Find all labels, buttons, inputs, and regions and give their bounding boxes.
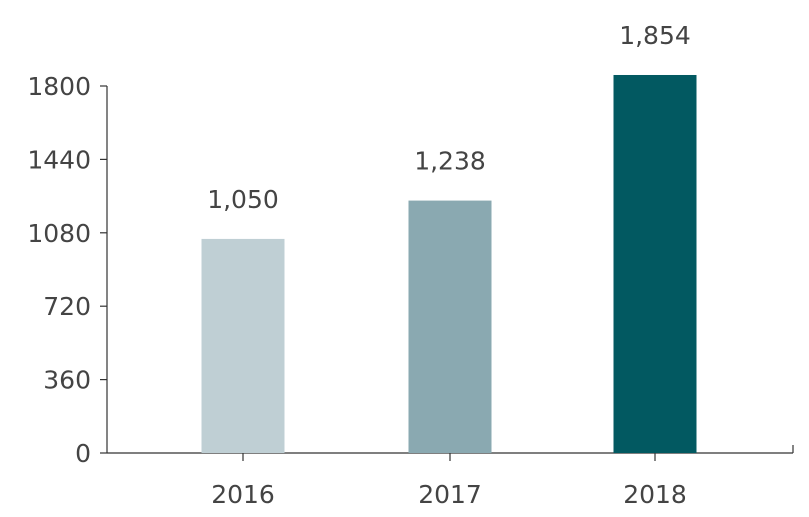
value-labels: 1,050 1,238 1,854 (207, 21, 691, 214)
y-tick-label: 1800 (27, 72, 91, 101)
x-tick-label: 2016 (211, 480, 275, 509)
data-label: 1,854 (619, 21, 691, 50)
y-tick-label: 360 (43, 366, 91, 395)
y-tick-label: 0 (75, 439, 91, 468)
x-axis: 2016 2017 2018 (107, 445, 794, 509)
y-tick-label: 1440 (27, 145, 91, 174)
bar-2017 (408, 200, 492, 453)
bar-2018 (613, 74, 697, 454)
data-label: 1,238 (414, 147, 486, 176)
bars (201, 74, 697, 454)
y-tick-label: 720 (43, 292, 91, 321)
bar-2016 (201, 238, 285, 453)
data-label: 1,050 (207, 185, 279, 214)
y-axis: 0 360 720 1080 1440 1800 (27, 72, 108, 468)
x-tick-label: 2017 (418, 480, 482, 509)
x-tick-label: 2018 (623, 480, 687, 509)
y-tick-label: 1080 (27, 219, 91, 248)
